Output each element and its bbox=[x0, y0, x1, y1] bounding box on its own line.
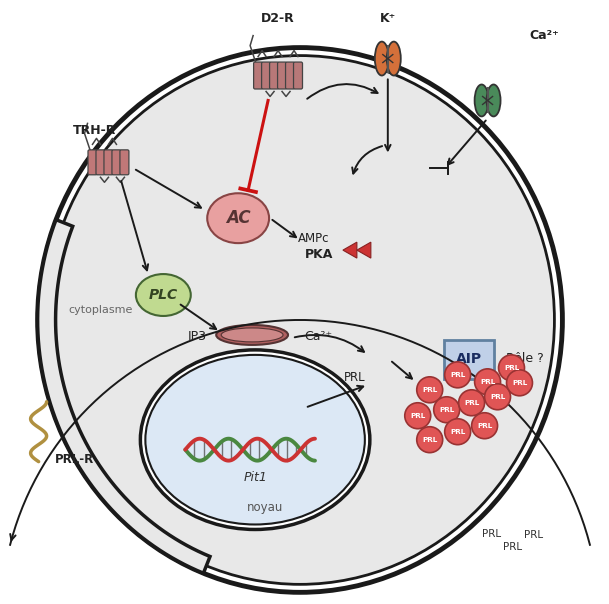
FancyBboxPatch shape bbox=[88, 150, 97, 175]
Text: D2-R: D2-R bbox=[261, 12, 295, 25]
FancyBboxPatch shape bbox=[444, 340, 493, 379]
Text: PRL: PRL bbox=[477, 423, 492, 429]
Text: TRH-R: TRH-R bbox=[72, 124, 116, 137]
Text: PRL: PRL bbox=[450, 372, 465, 378]
Text: PRL: PRL bbox=[344, 371, 365, 384]
Text: PRL: PRL bbox=[490, 394, 505, 400]
Polygon shape bbox=[38, 220, 210, 573]
Circle shape bbox=[405, 403, 431, 429]
Text: PRL: PRL bbox=[504, 365, 519, 371]
Ellipse shape bbox=[221, 328, 283, 342]
Text: PRL: PRL bbox=[410, 413, 425, 419]
Ellipse shape bbox=[136, 274, 191, 316]
Circle shape bbox=[485, 384, 510, 410]
Text: PRL: PRL bbox=[450, 429, 465, 435]
Ellipse shape bbox=[487, 85, 501, 117]
Text: PRL: PRL bbox=[480, 379, 495, 385]
Text: Pit1: Pit1 bbox=[243, 471, 267, 484]
Ellipse shape bbox=[46, 56, 554, 584]
FancyBboxPatch shape bbox=[253, 62, 262, 89]
Text: Rôle ?: Rôle ? bbox=[505, 352, 543, 365]
Text: PRL: PRL bbox=[464, 400, 479, 406]
Circle shape bbox=[471, 413, 498, 439]
Text: AIP: AIP bbox=[456, 352, 482, 366]
Ellipse shape bbox=[141, 350, 370, 530]
Text: PKA: PKA bbox=[305, 248, 333, 260]
Circle shape bbox=[474, 369, 501, 395]
Text: PRL: PRL bbox=[439, 406, 454, 413]
Text: K⁺: K⁺ bbox=[379, 12, 396, 25]
Circle shape bbox=[459, 390, 485, 416]
Text: PRL: PRL bbox=[422, 387, 437, 393]
FancyBboxPatch shape bbox=[112, 150, 121, 175]
Text: AC: AC bbox=[226, 209, 250, 227]
Text: Ca²⁺: Ca²⁺ bbox=[529, 29, 559, 42]
FancyBboxPatch shape bbox=[104, 150, 113, 175]
FancyBboxPatch shape bbox=[120, 150, 129, 175]
Polygon shape bbox=[343, 242, 357, 258]
Circle shape bbox=[434, 397, 460, 423]
Text: PLC: PLC bbox=[149, 288, 178, 302]
FancyBboxPatch shape bbox=[96, 150, 105, 175]
Circle shape bbox=[445, 362, 471, 388]
Circle shape bbox=[499, 355, 524, 381]
Text: PRL-R: PRL-R bbox=[55, 453, 94, 466]
FancyBboxPatch shape bbox=[286, 62, 295, 89]
Text: PRL: PRL bbox=[503, 542, 522, 553]
Ellipse shape bbox=[375, 42, 389, 76]
Text: PRL: PRL bbox=[524, 530, 543, 541]
Circle shape bbox=[417, 426, 443, 452]
Ellipse shape bbox=[146, 355, 365, 524]
Text: PRL: PRL bbox=[512, 380, 527, 386]
FancyBboxPatch shape bbox=[278, 62, 287, 89]
Text: PRL: PRL bbox=[482, 530, 501, 539]
Text: cytoplasme: cytoplasme bbox=[69, 305, 133, 315]
Ellipse shape bbox=[207, 193, 269, 243]
Ellipse shape bbox=[474, 85, 488, 117]
Text: PRL: PRL bbox=[422, 437, 437, 443]
FancyBboxPatch shape bbox=[294, 62, 303, 89]
Polygon shape bbox=[357, 242, 371, 258]
FancyBboxPatch shape bbox=[262, 62, 270, 89]
Ellipse shape bbox=[216, 325, 288, 345]
Text: noyau: noyau bbox=[247, 501, 283, 514]
Circle shape bbox=[507, 370, 532, 396]
Circle shape bbox=[445, 419, 471, 445]
FancyBboxPatch shape bbox=[270, 62, 278, 89]
Text: AMPc: AMPc bbox=[298, 232, 329, 245]
Ellipse shape bbox=[38, 48, 562, 593]
Ellipse shape bbox=[387, 42, 401, 76]
Text: Ca²⁺: Ca²⁺ bbox=[304, 330, 332, 344]
Circle shape bbox=[417, 377, 443, 403]
Text: IP3: IP3 bbox=[188, 330, 206, 344]
